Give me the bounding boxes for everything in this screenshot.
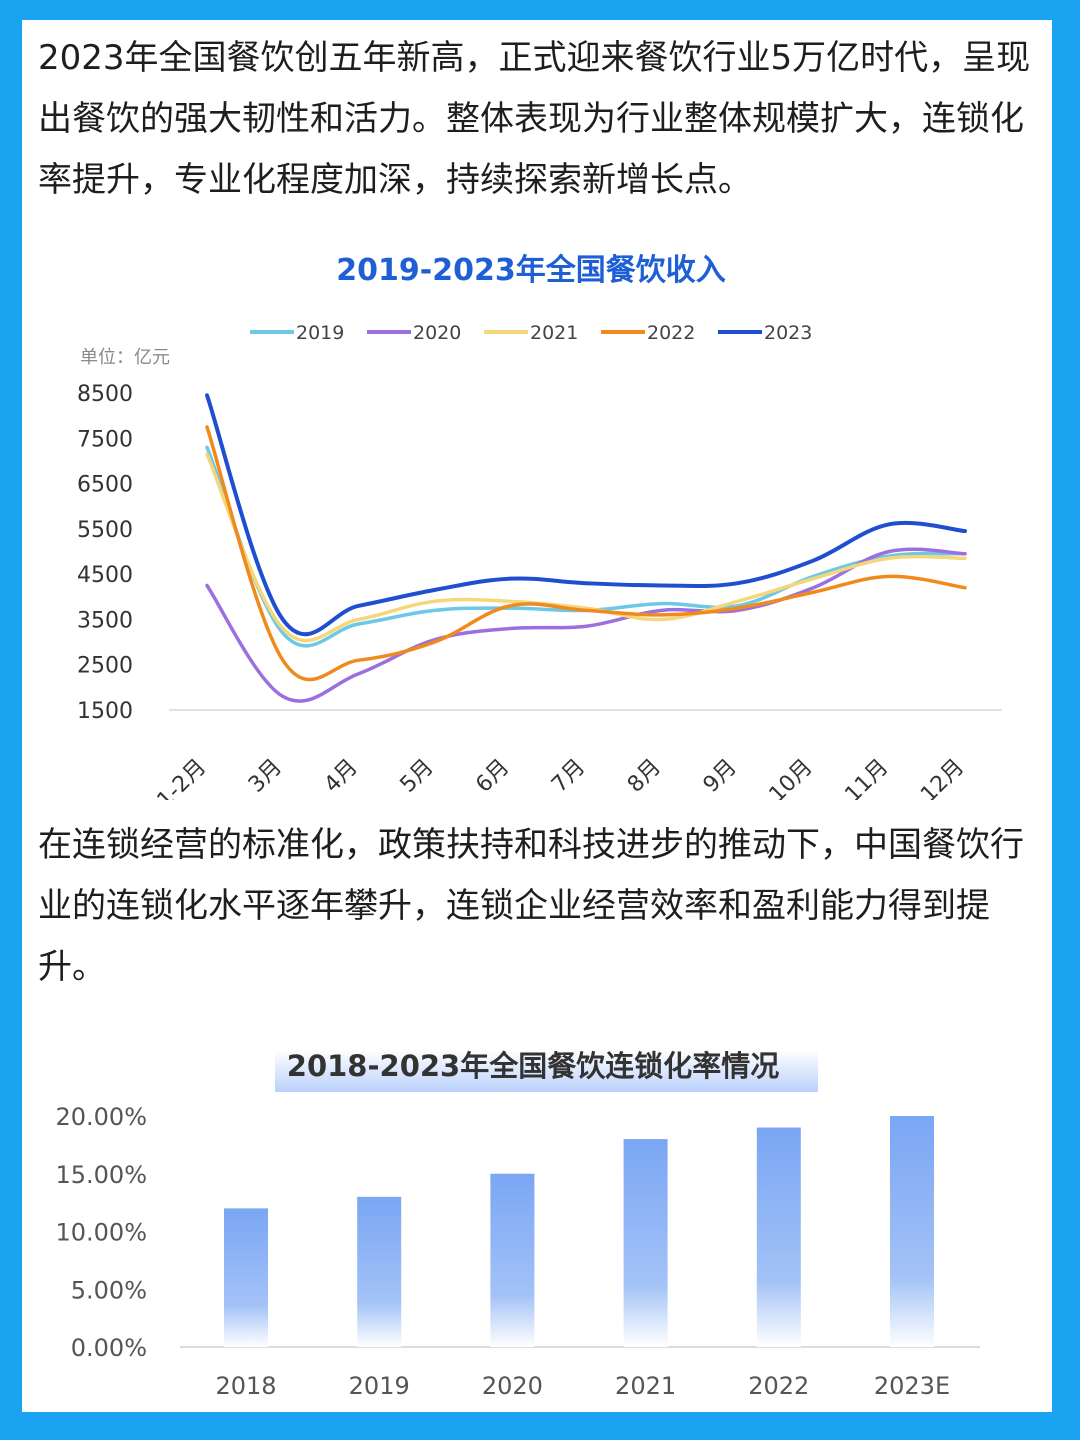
unit-label: 单位：亿元 bbox=[80, 347, 170, 368]
x-tick-label: 7月 bbox=[547, 755, 590, 798]
bar-2018 bbox=[224, 1208, 268, 1347]
y-tick-label: 5.00% bbox=[71, 1276, 147, 1304]
y-tick-label: 20.00% bbox=[55, 1103, 147, 1131]
line-chart-series bbox=[205, 393, 967, 703]
bar-2023E bbox=[890, 1116, 934, 1347]
bar-chart-axes: 20.00% 15.00% 10.00% 5.00% 0.00% 2018 2019 2020… bbox=[55, 1103, 980, 1400]
bar-2022 bbox=[756, 1127, 801, 1347]
legend-label: 2020 bbox=[413, 322, 461, 344]
y-tick-label: 8500 bbox=[77, 382, 133, 407]
x-tick-label: 8月 bbox=[623, 755, 666, 798]
content-panel: 2023年全国餐饮创五年新高，正式迎来餐饮行业5万亿时代，呈现出餐饮的强大韧性和… bbox=[22, 20, 1052, 1412]
series-line-2023 bbox=[205, 393, 967, 637]
x-tick-label: 10月 bbox=[765, 755, 818, 800]
x-tick-label: 12月 bbox=[916, 755, 969, 800]
x-tick-label: 3月 bbox=[244, 755, 287, 798]
series-line-2021 bbox=[205, 452, 967, 643]
y-tick-label: 2500 bbox=[77, 654, 133, 679]
legend-label: 2019 bbox=[296, 322, 344, 344]
series-line-2019 bbox=[205, 445, 967, 648]
line-chart-legend: 2019 2020 2021 2022 2023 bbox=[250, 322, 812, 344]
series-line-2022 bbox=[205, 425, 967, 682]
legend-label: 2021 bbox=[530, 322, 578, 344]
intro-paragraph: 2023年全国餐饮创五年新高，正式迎来餐饮行业5万亿时代，呈现出餐饮的强大韧性和… bbox=[38, 38, 1031, 200]
bar-chart-title: 2018-2023年全国餐饮连锁化率情况 bbox=[287, 1049, 779, 1083]
y-tick-label: 5500 bbox=[77, 518, 133, 543]
bar-2019 bbox=[357, 1196, 402, 1347]
y-tick-label: 4500 bbox=[77, 563, 133, 588]
y-tick-label: 1500 bbox=[77, 699, 133, 724]
x-tick-label: 2020 bbox=[482, 1372, 543, 1400]
x-tick-label: 2022 bbox=[748, 1372, 809, 1400]
x-tick-label: 9月 bbox=[699, 755, 742, 798]
line-chart-axes: 8500 7500 6500 5500 4500 3500 2500 1500 1-2月 3月 4月… bbox=[77, 382, 1002, 800]
y-tick-label: 6500 bbox=[77, 473, 133, 498]
chain-rate-bar-chart: 2018-2023年全国餐饮连锁化率情况 20.00% 15.00% 10.00% 5… bbox=[55, 1049, 980, 1400]
y-tick-label: 15.00% bbox=[55, 1161, 147, 1189]
legend-label: 2023 bbox=[764, 322, 812, 344]
x-tick-label: 2018 bbox=[215, 1372, 276, 1400]
y-tick-label: 3500 bbox=[77, 608, 133, 633]
legend-label: 2022 bbox=[647, 322, 695, 344]
chain-paragraph: 在连锁经营的标准化，政策扶持和科技进步的推动下，中国餐饮行业的连锁化水平逐年攀升… bbox=[38, 825, 1024, 987]
x-tick-label: 4月 bbox=[320, 755, 363, 798]
revenue-line-chart: 2019-2023年全国餐饮收入 2019 2020 2021 2022 2023 单位… bbox=[77, 253, 1002, 800]
series-line-2020 bbox=[205, 547, 967, 703]
x-tick-label: 11月 bbox=[840, 755, 893, 800]
bar-chart-bars bbox=[224, 1116, 934, 1347]
x-tick-label: 6月 bbox=[471, 755, 514, 798]
y-tick-label: 7500 bbox=[77, 427, 133, 452]
x-tick-label: 2023E bbox=[874, 1372, 950, 1400]
y-tick-label: 0.00% bbox=[71, 1334, 147, 1362]
x-tick-label: 2021 bbox=[615, 1372, 676, 1400]
x-tick-label: 5月 bbox=[396, 755, 439, 798]
bar-2021 bbox=[623, 1139, 668, 1347]
y-tick-label: 10.00% bbox=[55, 1219, 147, 1247]
bar-title-underline bbox=[275, 1050, 818, 1092]
x-tick-label: 2019 bbox=[349, 1372, 410, 1400]
line-chart-title: 2019-2023年全国餐饮收入 bbox=[336, 253, 725, 288]
x-tick-label: 1-2月 bbox=[153, 755, 212, 800]
bar-2020 bbox=[490, 1173, 535, 1347]
